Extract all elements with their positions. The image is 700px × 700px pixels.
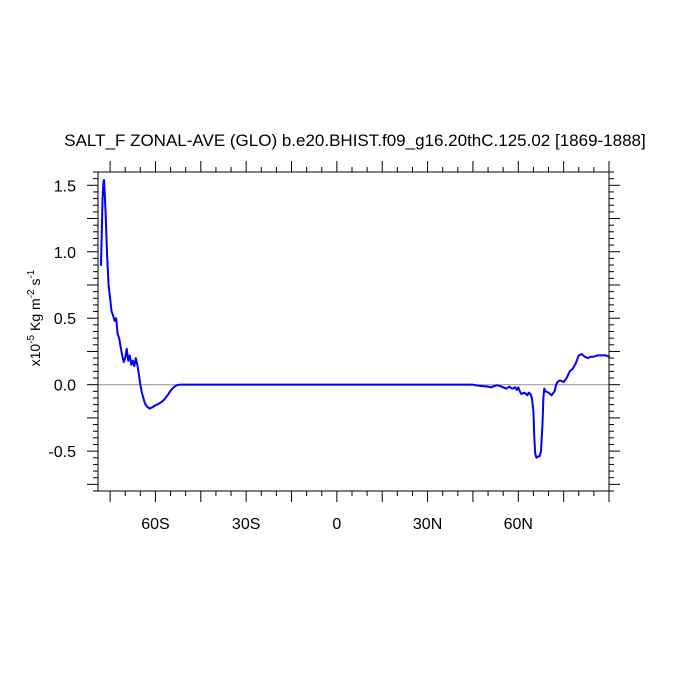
- y-tick-label: 0.0: [54, 378, 76, 395]
- y-tick-labels: 1.5 1.0 0.5 0.0 -0.5: [48, 178, 76, 461]
- x-tick-label: 0: [332, 516, 341, 533]
- plot-area: [97, 171, 610, 492]
- y-label-scale-base: x10: [27, 344, 43, 367]
- salt-flux-line: [100, 178, 610, 459]
- y-label-unit: Kg m: [27, 298, 43, 335]
- y-axis-label: x10-5 Kg m-2 s-1: [26, 269, 43, 366]
- chart-title: SALT_F ZONAL-AVE (GLO) b.e20.BHIST.f09_g…: [64, 131, 645, 150]
- y-tick-label: -0.5: [48, 444, 76, 461]
- x-tick-label: 30S: [232, 516, 260, 533]
- plot-frame: [97, 171, 610, 492]
- y-label-unit-exp-2: -1: [26, 269, 37, 278]
- y-tick-label: 0.5: [54, 311, 76, 328]
- y-label-scale-exp: -5: [26, 334, 37, 343]
- x-tick-labels: 60S 30S 0 30N 60N: [141, 516, 533, 533]
- y-tick-label: 1.5: [54, 178, 76, 195]
- y-tick-label: 1.0: [54, 245, 76, 262]
- x-tick-label: 30N: [413, 516, 442, 533]
- y-label-unit-exp-1: -2: [26, 289, 37, 298]
- x-tick-label: 60N: [504, 516, 533, 533]
- y-label-unit-mid: s: [27, 279, 43, 290]
- x-tick-label: 60S: [141, 516, 169, 533]
- axis-ticks: [87, 161, 620, 502]
